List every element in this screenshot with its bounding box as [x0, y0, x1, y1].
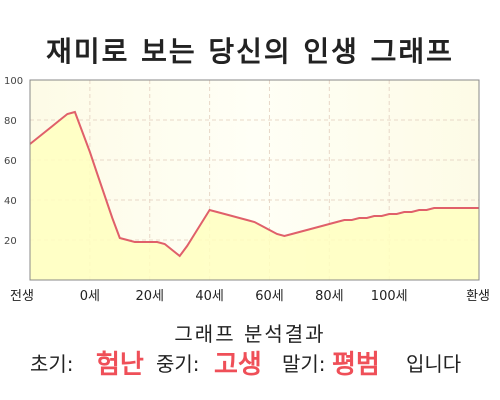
- x-tick-label: 80세: [315, 289, 344, 304]
- ending-text: 입니다: [406, 352, 462, 376]
- y-tick-label: 20: [4, 236, 17, 247]
- series-line: [29, 110, 479, 258]
- x-tick-label: 40세: [195, 289, 224, 304]
- late-label: 말기:: [282, 352, 326, 376]
- x-tick-label: 60세: [255, 289, 284, 304]
- y-axis: 20 40 60 80 100: [4, 76, 23, 247]
- early-label: 초기:: [30, 352, 74, 376]
- x-tick-label: 0세: [80, 289, 100, 304]
- middle-label: 중기:: [156, 352, 200, 376]
- y-tick-label: 100: [4, 76, 23, 87]
- x-tick-label: 전생: [10, 289, 34, 304]
- y-tick-label: 40: [4, 196, 17, 207]
- middle-value: 고생: [214, 350, 262, 380]
- result-title: 그래프 분석결과: [174, 322, 326, 346]
- x-tick-label: 100세: [371, 289, 408, 304]
- early-value: 험난: [96, 350, 144, 380]
- x-tick-label: 20세: [135, 289, 164, 304]
- x-tick-label: 환생: [466, 289, 490, 304]
- late-value: 평범: [332, 350, 380, 380]
- y-tick-label: 60: [4, 156, 17, 167]
- x-axis: 전생 0세 20세 40세 60세 80세 100세 환생: [10, 289, 490, 304]
- life-graph-chart: 20 40 60 80 100 전생 0세 20세 40세 60세 80세 100세 환생: [4, 76, 490, 304]
- area-fill: [30, 112, 479, 280]
- chart-title: 재미로 보는 당신의 인생 그래프: [46, 35, 454, 68]
- plot-border: [29, 79, 480, 281]
- y-tick-label: 80: [4, 116, 17, 127]
